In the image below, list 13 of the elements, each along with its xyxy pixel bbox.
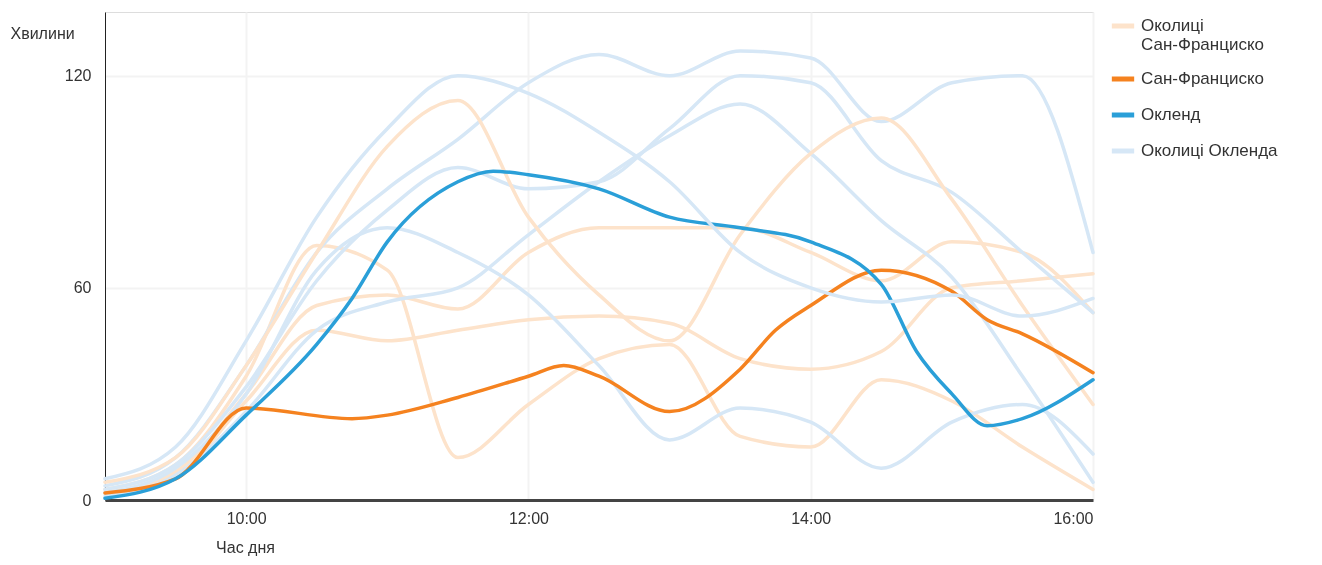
y-axis-title: Хвилини (10, 24, 75, 42)
legend-label: Окленд (1141, 105, 1201, 124)
y-tick-label: 60 (73, 279, 92, 297)
x-tick-label: 14:00 (791, 509, 832, 527)
legend-label: Сан-Франциско (1141, 69, 1265, 88)
x-tick-label: 10:00 (226, 509, 267, 527)
y-tick-label: 120 (64, 67, 92, 85)
legend-label: Околиці Окленда (1141, 141, 1279, 160)
x-tick-label: 12:00 (508, 509, 550, 527)
legend-label: Околиці Сан-Франциско (1141, 16, 1265, 54)
y-tick-label: 0 (82, 491, 92, 509)
x-tick-label: 16:00 (1053, 509, 1094, 527)
x-axis-title: Час дня (216, 538, 275, 556)
